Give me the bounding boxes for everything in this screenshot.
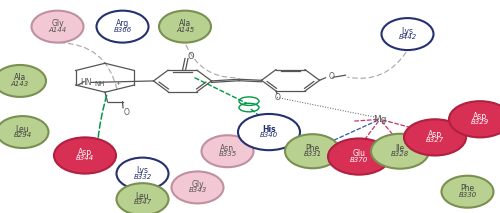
Text: Gly: Gly	[51, 19, 64, 28]
Ellipse shape	[0, 65, 46, 97]
Ellipse shape	[54, 137, 116, 174]
Text: Ala: Ala	[14, 73, 26, 82]
Ellipse shape	[159, 11, 211, 43]
Ellipse shape	[0, 116, 48, 148]
Text: O: O	[328, 72, 334, 81]
Ellipse shape	[202, 135, 254, 167]
Text: A145: A145	[176, 27, 194, 33]
Ellipse shape	[382, 18, 434, 50]
Text: Asp: Asp	[428, 130, 442, 139]
Text: B294: B294	[14, 132, 32, 138]
Ellipse shape	[404, 119, 466, 155]
Text: Asn: Asn	[220, 144, 234, 153]
Ellipse shape	[172, 171, 224, 203]
Text: B343: B343	[188, 187, 206, 193]
Text: Lys: Lys	[136, 166, 148, 175]
Text: B328: B328	[391, 151, 409, 157]
Ellipse shape	[116, 183, 168, 213]
Ellipse shape	[442, 176, 494, 208]
Text: B347: B347	[134, 199, 152, 205]
Text: A144: A144	[48, 27, 66, 33]
Text: Phe: Phe	[306, 144, 320, 153]
Text: +: +	[115, 81, 120, 86]
Text: B366: B366	[114, 27, 132, 33]
Ellipse shape	[285, 134, 340, 168]
Ellipse shape	[116, 158, 168, 190]
Text: B335: B335	[218, 151, 236, 157]
Text: Asp: Asp	[473, 112, 487, 121]
Text: Gly: Gly	[191, 180, 204, 189]
Text: B331: B331	[304, 151, 322, 157]
Text: O: O	[188, 52, 194, 61]
Text: B329: B329	[471, 119, 489, 125]
Text: B327: B327	[426, 137, 444, 143]
Text: Asp: Asp	[78, 148, 92, 157]
Ellipse shape	[328, 138, 390, 175]
Text: B442: B442	[398, 34, 416, 40]
Ellipse shape	[32, 11, 84, 43]
Text: NH: NH	[94, 81, 105, 87]
Text: Ala: Ala	[179, 19, 191, 28]
Text: His: His	[262, 125, 276, 134]
Ellipse shape	[238, 114, 300, 150]
Text: Phe: Phe	[460, 184, 474, 193]
Text: Leu: Leu	[136, 192, 149, 201]
Text: B332: B332	[134, 174, 152, 180]
Text: B370: B370	[350, 157, 368, 163]
Text: O: O	[274, 93, 280, 102]
Ellipse shape	[449, 101, 500, 137]
Text: .: .	[387, 114, 391, 124]
Text: Ile: Ile	[396, 144, 404, 153]
Text: Glu: Glu	[352, 149, 366, 158]
Text: B340: B340	[260, 132, 278, 138]
Ellipse shape	[96, 11, 148, 43]
Text: O: O	[124, 108, 130, 117]
Text: Mg: Mg	[373, 115, 387, 124]
Text: B344: B344	[76, 155, 94, 161]
Text: HN: HN	[80, 78, 92, 87]
Text: Arg: Arg	[116, 19, 129, 28]
Text: Leu: Leu	[16, 125, 30, 134]
Text: B330: B330	[458, 192, 476, 198]
Text: Lys: Lys	[402, 27, 413, 36]
Ellipse shape	[371, 134, 429, 169]
Text: A143: A143	[11, 81, 29, 87]
